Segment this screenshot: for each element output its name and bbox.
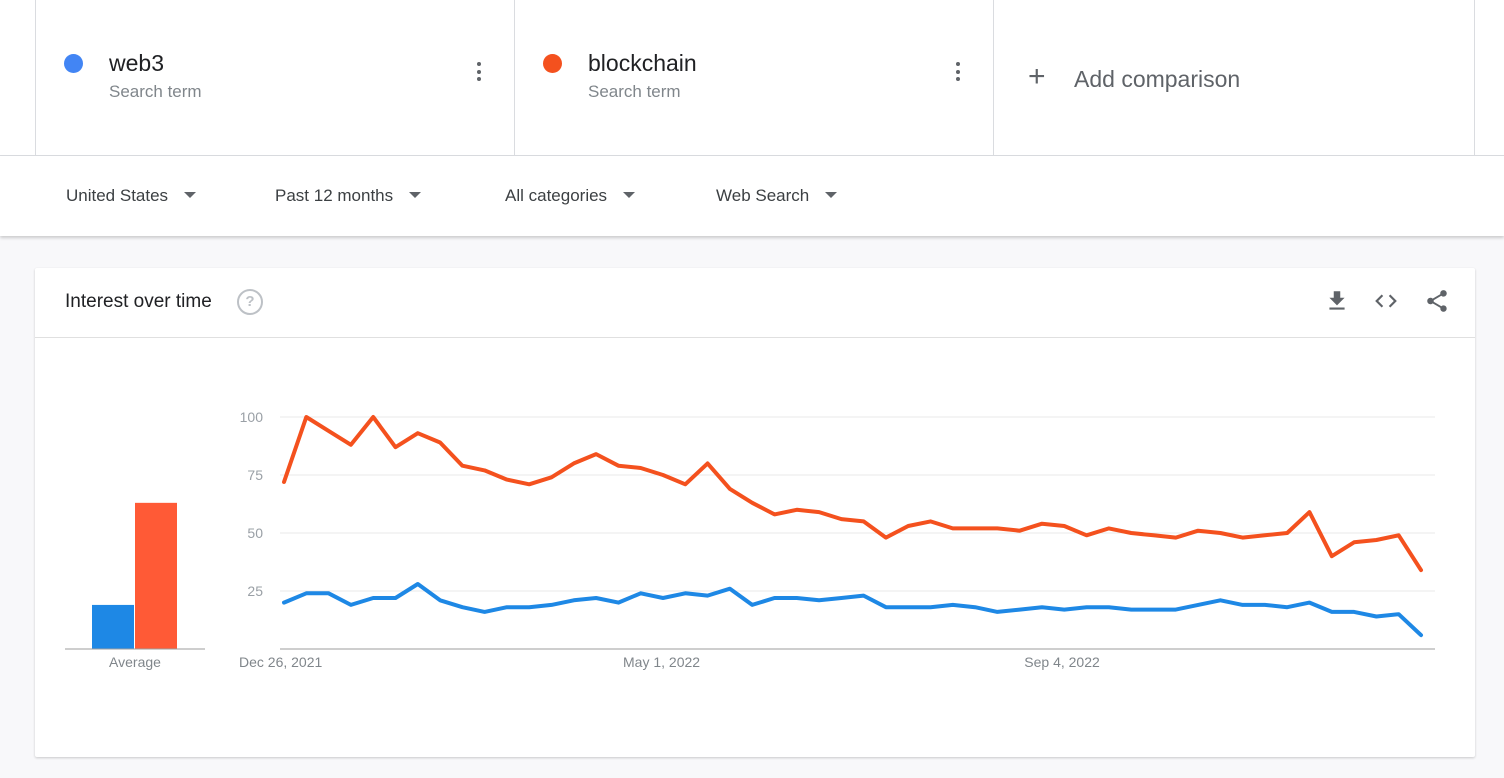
filter-time-range[interactable]: Past 12 months	[275, 186, 422, 206]
card-header: Interest over time ?	[35, 268, 1475, 338]
caret-down-icon	[623, 191, 636, 198]
help-icon[interactable]: ?	[237, 289, 263, 315]
term-subtitle: Search term	[588, 82, 681, 101]
term-subtitle: Search term	[109, 82, 202, 101]
share-icon[interactable]	[1424, 288, 1450, 314]
plus-icon: +	[1028, 60, 1046, 93]
term-name[interactable]: blockchain	[588, 50, 697, 76]
chart-axis-labels: 25 50 75 100 Dec 26, 2021 May 1, 2022 Sep 4, 2…	[239, 409, 1100, 670]
x-tick-label: Dec 26, 2021	[239, 654, 322, 670]
average-bar-blockchain	[135, 502, 177, 649]
filter-bar: United States Past 12 months All categor…	[0, 156, 1504, 236]
filter-category[interactable]: All categories	[505, 186, 636, 206]
filter-time-label: Past 12 months	[275, 186, 394, 205]
chart-gridlines	[280, 416, 1435, 650]
more-options-icon[interactable]	[472, 62, 486, 88]
caret-down-icon	[409, 191, 422, 198]
filter-search-type[interactable]: Web Search	[716, 186, 838, 206]
series-line-blockchain[interactable]	[282, 415, 1423, 573]
card-title: Interest over time	[65, 291, 212, 312]
average-bar-web3	[92, 604, 134, 649]
x-tick-label: May 1, 2022	[623, 654, 700, 670]
average-label: Average	[109, 654, 161, 670]
filter-search-type-label: Web Search	[716, 186, 810, 205]
caret-down-icon	[184, 191, 197, 198]
embed-code-icon[interactable]	[1373, 288, 1399, 314]
y-tick-label: 50	[247, 525, 263, 541]
filter-category-label: All categories	[505, 186, 608, 205]
comparison-bar: web3 Search term blockchain Search term …	[0, 0, 1504, 156]
term-color-dot	[64, 54, 83, 73]
y-tick-label: 75	[247, 467, 263, 483]
filter-region-label: United States	[66, 186, 169, 205]
interest-over-time-card: Interest over time ? Average 25 50 75 100 De…	[35, 268, 1475, 757]
x-tick-label: Sep 4, 2022	[1024, 654, 1100, 670]
term-name[interactable]: web3	[109, 50, 164, 76]
interest-chart: Average 25 50 75 100 Dec 26, 2021 May 1, 2022…	[65, 409, 1435, 670]
caret-down-icon	[825, 191, 838, 198]
more-options-icon[interactable]	[951, 62, 965, 88]
term-color-dot	[543, 54, 562, 73]
download-icon[interactable]	[1324, 288, 1350, 314]
series-line-web3[interactable]	[282, 582, 1423, 638]
term-card-blockchain[interactable]: blockchain Search term	[514, 0, 992, 155]
add-comparison-label: Add comparison	[1074, 66, 1241, 92]
term-card-web3[interactable]: web3 Search term	[35, 0, 513, 155]
chart-series[interactable]	[282, 415, 1423, 638]
filter-region[interactable]: United States	[66, 186, 197, 206]
average-bars: Average	[65, 502, 205, 670]
y-tick-label: 25	[247, 583, 263, 599]
add-comparison-button[interactable]: + Add comparison	[993, 0, 1475, 155]
y-tick-label: 100	[240, 409, 264, 425]
